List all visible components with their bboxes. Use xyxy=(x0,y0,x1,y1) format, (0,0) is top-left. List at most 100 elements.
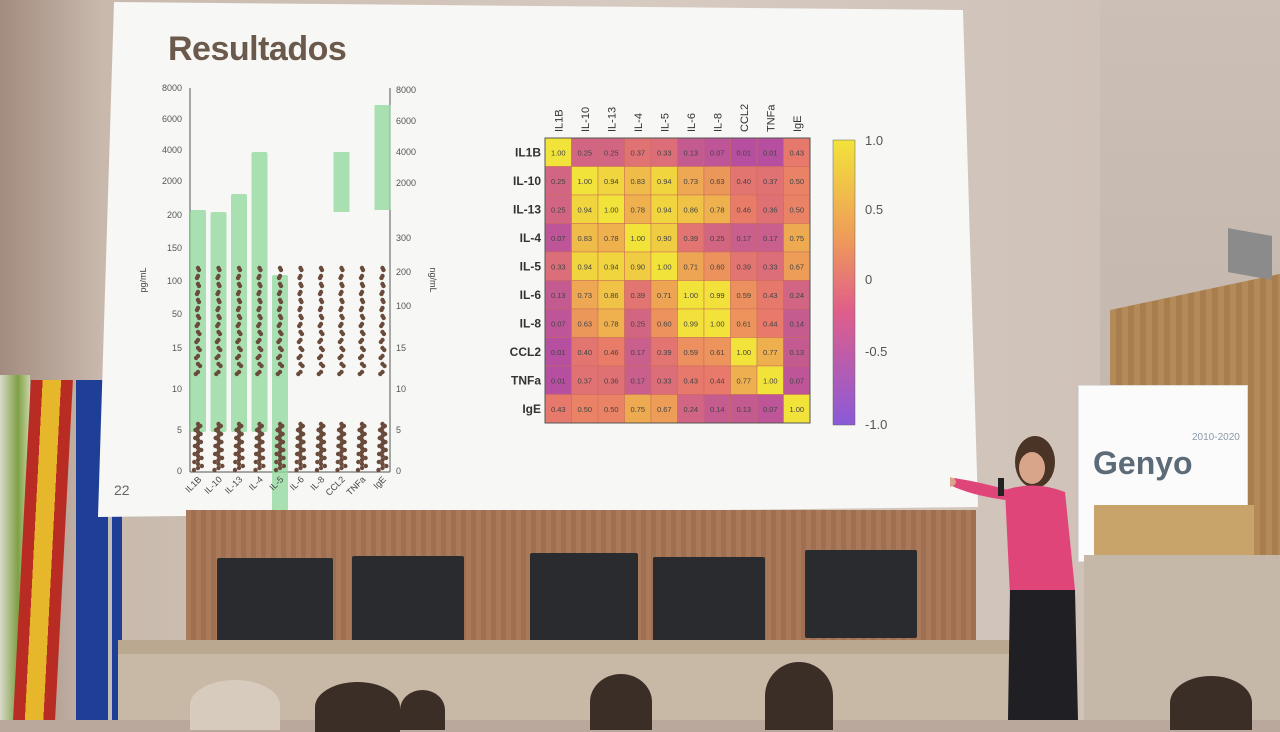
heatmap-cell xyxy=(597,251,625,281)
data-dot xyxy=(298,457,303,463)
heatmap-value: 0.43 xyxy=(683,376,698,385)
data-dot xyxy=(277,353,283,359)
data-dot xyxy=(233,459,238,465)
data-dot xyxy=(273,467,279,473)
data-dot xyxy=(359,329,365,335)
data-dot xyxy=(236,281,242,287)
heatmap-value: 0.36 xyxy=(604,376,619,385)
data-dot xyxy=(257,421,262,427)
data-dot xyxy=(376,451,382,457)
heatmap-cell xyxy=(756,223,784,253)
heatmap-value: 0.86 xyxy=(683,205,698,214)
data-dot xyxy=(257,465,262,471)
data-dot xyxy=(359,361,365,367)
data-dot xyxy=(322,455,327,461)
data-dot xyxy=(335,459,340,465)
data-dot xyxy=(298,453,303,459)
heatmap-cell xyxy=(703,166,731,196)
heatmap-col-label: TNFa xyxy=(765,104,777,132)
heatmap-cell xyxy=(571,137,599,167)
data-dot xyxy=(236,449,242,455)
data-dot xyxy=(257,305,262,311)
data-dot xyxy=(302,463,307,469)
data-dot xyxy=(339,453,344,459)
right-low-tick: 15 xyxy=(396,343,406,353)
data-dot xyxy=(298,329,303,335)
heatmap-value: 0.67 xyxy=(657,405,672,414)
heatmap-cell xyxy=(571,308,599,338)
data-dot xyxy=(212,451,218,457)
heatmap-cell xyxy=(650,251,678,281)
heatmap-cell xyxy=(650,194,678,224)
data-dot xyxy=(359,281,365,287)
heatmap-value: 0.25 xyxy=(630,319,645,328)
heatmap-cell xyxy=(544,365,572,395)
heatmap-cell xyxy=(756,280,784,310)
data-dot xyxy=(236,305,242,311)
right-low-tick: 5 xyxy=(396,425,401,435)
data-dot xyxy=(318,453,324,459)
heatmap-cell xyxy=(544,223,572,253)
data-dot xyxy=(298,337,303,343)
data-dot xyxy=(318,361,324,367)
data-dot xyxy=(339,289,344,295)
data-dot xyxy=(339,265,344,271)
heatmap-col-label: IL-13 xyxy=(606,107,618,132)
heatmap-value: 0.25 xyxy=(551,177,566,186)
data-dot xyxy=(257,453,262,459)
data-dot xyxy=(281,447,286,453)
heatmap-value: 0.60 xyxy=(710,262,725,271)
heatmap-cell xyxy=(730,137,758,167)
heatmap-value: 0.46 xyxy=(604,348,619,357)
heatmap-value: 0.90 xyxy=(630,262,645,271)
heatmap-value: 1.00 xyxy=(789,405,804,414)
data-dot xyxy=(315,459,320,465)
heatmap-value: 0.94 xyxy=(577,205,592,214)
data-dot xyxy=(359,345,365,351)
data-dot xyxy=(233,451,238,457)
heatmap-value: 0.07 xyxy=(789,376,804,385)
data-dot xyxy=(314,467,320,473)
heatmap-value: 0.78 xyxy=(710,205,725,214)
data-dot xyxy=(363,463,369,469)
data-dot xyxy=(355,467,361,473)
data-dot xyxy=(216,465,221,471)
data-dot xyxy=(192,451,197,457)
data-dot xyxy=(277,361,283,367)
heatmap-value: 0.50 xyxy=(577,405,592,414)
x-tick-label: IL-6 xyxy=(288,474,306,492)
heatmap-cell xyxy=(624,308,652,338)
data-dot xyxy=(322,447,327,453)
data-dot xyxy=(301,455,307,461)
data-dot xyxy=(380,297,385,303)
left-top-tick: 2000 xyxy=(162,176,182,186)
data-dot xyxy=(257,289,262,295)
data-dot xyxy=(195,449,201,455)
colorbar xyxy=(832,139,856,426)
data-dot xyxy=(359,289,365,295)
left-mid-tick: 50 xyxy=(172,309,182,319)
data-dot xyxy=(257,449,262,455)
data-dot xyxy=(277,421,283,427)
heatmap-cell xyxy=(756,251,784,281)
heatmap-value: 0.75 xyxy=(789,234,804,243)
data-dot xyxy=(277,273,283,279)
colorbar-label: 0.5 xyxy=(865,202,883,217)
wall-speaker xyxy=(1228,228,1272,280)
heatmap-value: 0.73 xyxy=(577,291,592,300)
data-dot xyxy=(236,345,242,351)
data-dot xyxy=(195,361,201,367)
data-dot xyxy=(236,329,242,335)
heatmap-cell xyxy=(783,166,811,196)
data-dot xyxy=(339,361,344,367)
data-dot xyxy=(236,421,242,427)
left-top-tick: 4000 xyxy=(162,145,182,155)
data-dot xyxy=(339,297,344,303)
left-mid-tick: 100 xyxy=(167,276,182,286)
data-dot xyxy=(318,337,324,343)
data-dot xyxy=(236,289,242,295)
data-dot xyxy=(380,273,385,279)
heatmap-cell xyxy=(597,394,625,424)
heatmap-cell xyxy=(650,394,678,424)
heatmap-value: 0.17 xyxy=(630,376,645,385)
